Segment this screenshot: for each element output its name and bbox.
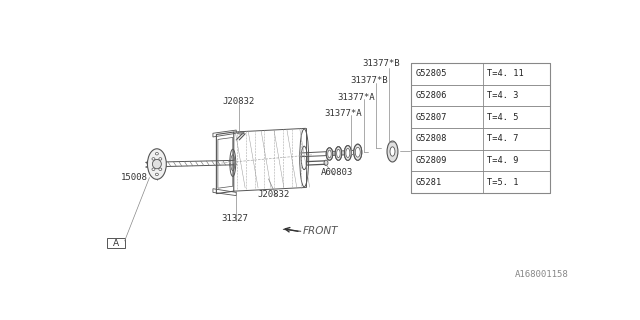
Text: G52805: G52805 [415, 69, 447, 78]
Ellipse shape [152, 158, 155, 160]
Ellipse shape [326, 148, 333, 160]
Ellipse shape [328, 150, 332, 158]
Bar [412, 63, 550, 85]
Text: G5281: G5281 [415, 178, 442, 187]
Ellipse shape [156, 153, 158, 155]
Ellipse shape [159, 158, 162, 160]
Ellipse shape [324, 160, 328, 165]
Ellipse shape [159, 168, 162, 171]
Text: T=4. 5: T=4. 5 [487, 113, 518, 122]
Ellipse shape [147, 149, 166, 179]
Ellipse shape [344, 146, 351, 160]
Text: G52809: G52809 [415, 156, 447, 165]
Text: G52807: G52807 [415, 113, 447, 122]
Bar [412, 85, 550, 107]
Bar [412, 172, 550, 193]
Bar [412, 128, 550, 150]
Bar [412, 150, 550, 172]
Text: G52806: G52806 [415, 91, 447, 100]
Text: FRONT: FRONT [303, 226, 339, 236]
Text: A168001158: A168001158 [515, 270, 568, 279]
Text: T=4. 3: T=4. 3 [487, 91, 518, 100]
Ellipse shape [156, 173, 158, 176]
Ellipse shape [355, 147, 360, 157]
Text: J20832: J20832 [257, 190, 290, 199]
Bar [412, 107, 550, 128]
Ellipse shape [152, 159, 161, 169]
Ellipse shape [335, 147, 342, 160]
Ellipse shape [337, 149, 340, 158]
Text: T=4. 7: T=4. 7 [487, 134, 518, 143]
Text: J20832: J20832 [223, 97, 255, 106]
Bar [412, 63, 550, 193]
Text: 31377*B: 31377*B [350, 76, 388, 85]
Text: A60803: A60803 [321, 168, 353, 177]
Ellipse shape [237, 132, 244, 134]
Text: 31377*B: 31377*B [363, 59, 401, 68]
Text: T=4. 9: T=4. 9 [487, 156, 518, 165]
Text: G52808: G52808 [415, 134, 447, 143]
Ellipse shape [390, 147, 395, 156]
Text: 15008: 15008 [121, 173, 148, 182]
Ellipse shape [346, 148, 350, 157]
Text: 31377*A: 31377*A [337, 92, 374, 101]
Text: A: A [113, 239, 119, 248]
Text: T=4. 11: T=4. 11 [487, 69, 524, 78]
Text: T=5. 1: T=5. 1 [487, 178, 518, 187]
Text: 31377*A: 31377*A [324, 109, 362, 118]
Ellipse shape [387, 141, 398, 162]
Text: 31327: 31327 [221, 214, 248, 223]
Ellipse shape [354, 144, 362, 160]
Bar [107, 238, 125, 248]
Ellipse shape [152, 168, 155, 171]
